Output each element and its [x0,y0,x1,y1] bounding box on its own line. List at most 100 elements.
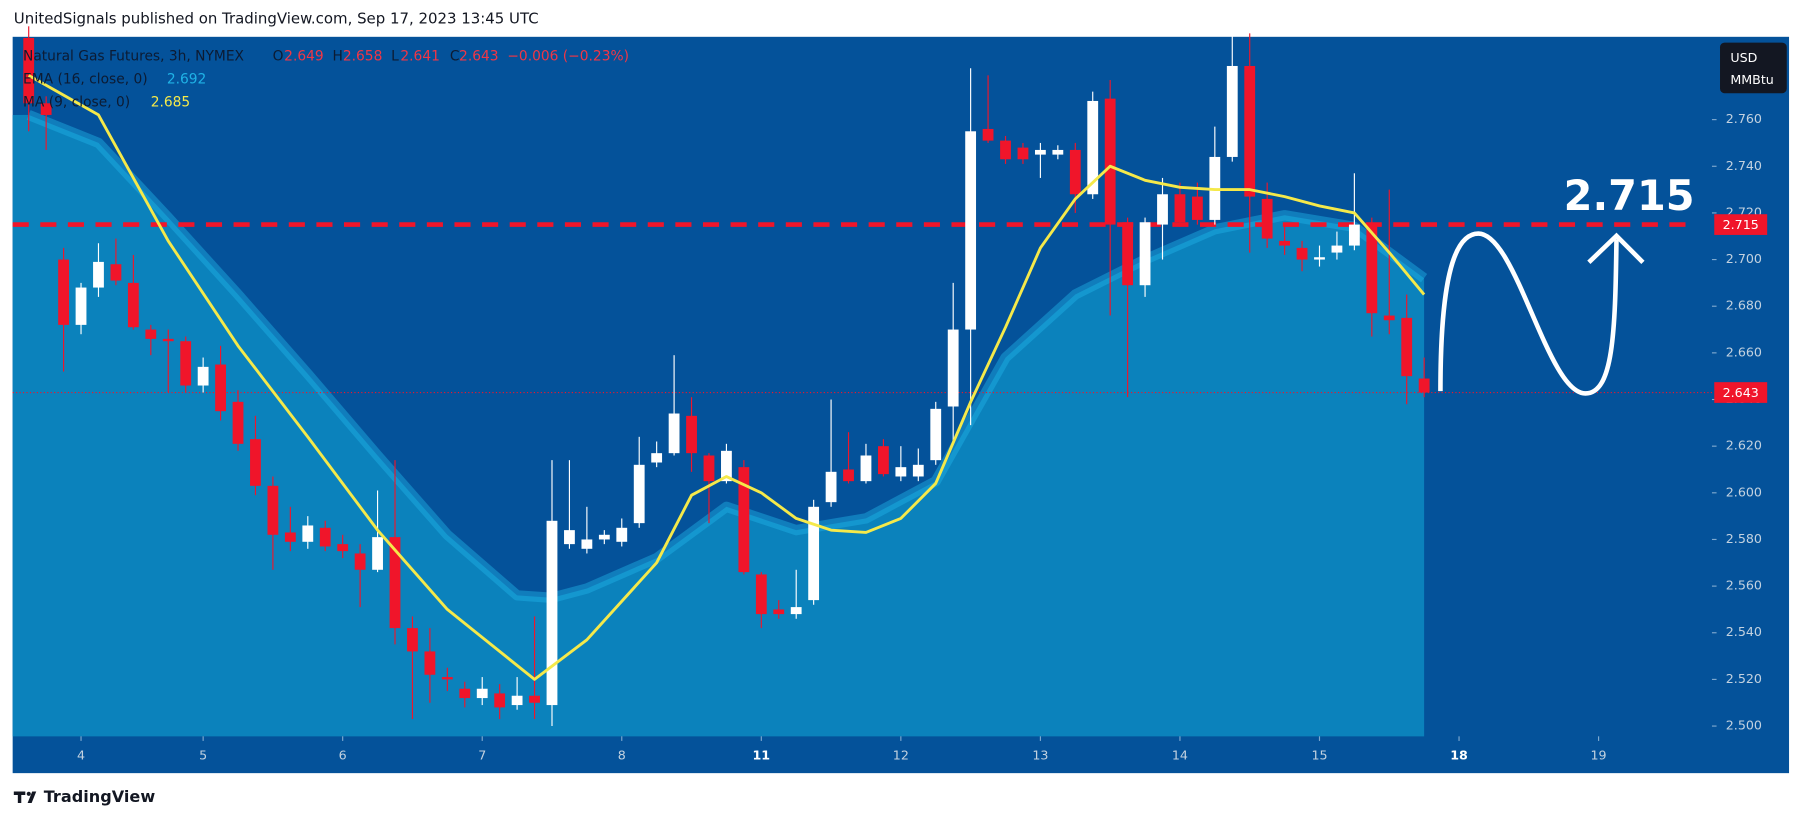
legend-value: 2.641 [400,48,440,64]
candle-body [1401,317,1413,377]
y-tick-label: 2.580 [1726,531,1762,546]
candle-body [476,688,488,699]
y-tick-label: 2.600 [1726,484,1762,499]
candle-body [1000,140,1011,160]
candle-body [860,455,872,482]
candle-body [982,128,994,141]
x-tick-label: 12 [893,747,909,762]
candle-body [337,544,349,552]
candle-body [808,506,820,601]
y-tick-label: 2.760 [1726,111,1762,126]
candle-body [1296,247,1308,260]
y-tick-label: 2.700 [1726,251,1762,266]
candle-body [1034,149,1046,155]
x-tick-label: 19 [1591,747,1607,762]
candle-body [843,469,854,482]
candle-body [389,537,401,629]
y-tick-label: 2.660 [1726,344,1762,359]
x-tick-label: 8 [618,747,626,762]
candle-body [1017,147,1029,160]
candle-body [598,534,610,540]
indicator-band [26,110,1428,603]
candle-body [651,453,663,463]
candle-body [581,539,593,549]
plot-area [12,26,1712,737]
y-tick-label: 2.740 [1726,158,1762,173]
header: UnitedSignals published on TradingView.c… [14,10,539,28]
candle-body [930,408,942,461]
candle-body [1261,198,1273,239]
candle-body [721,450,732,482]
x-tick-label: 11 [753,747,771,762]
legend-value: 2.649 [284,48,324,64]
candle-body [616,527,628,542]
price-label-box [1714,382,1768,403]
candle-body [1244,65,1256,197]
candle-body [738,467,750,573]
x-tick-label: 13 [1032,747,1048,762]
legend-series: MA (9, close, 0) [23,94,130,110]
candle-body [1157,194,1168,225]
legend-key: C [450,48,460,64]
candle-body [1139,222,1151,286]
legend-key: O [273,48,284,64]
candle-body [825,471,837,503]
candle-body [1348,224,1360,246]
x-tick-label: 18 [1450,747,1468,762]
brand: TradingView [44,787,156,806]
candle-body [40,103,52,115]
legend-series-value: 2.685 [151,94,191,110]
price-annotation: 2.715 [1564,172,1695,220]
candle-body [459,688,471,699]
candle-body [529,695,540,703]
candle-body [686,415,697,454]
candle-body [1087,100,1099,195]
candle-body [75,287,87,325]
candle-body [23,37,35,104]
candle-body [284,532,296,542]
legend-value: 2.643 [459,48,499,64]
candle-body [668,413,680,454]
candle-body [267,485,279,535]
candle-body [354,553,366,570]
candle-body [250,439,261,486]
candle-body [110,264,122,281]
candle-body [145,329,157,339]
candle-body [232,401,244,444]
x-tick-label: 5 [199,747,207,762]
x-tick-label: 15 [1311,747,1327,762]
price-label: 2.715 [1723,217,1759,232]
candle-body [755,574,767,615]
x-tick-label: 7 [478,747,486,762]
candle-body [180,341,192,386]
indicator-area [12,114,1425,737]
candle-body [1069,149,1081,195]
candle-body [58,259,69,325]
legend-title: Natural Gas Futures, 3h, NYMEX [23,48,245,64]
candle-body [1314,257,1325,260]
candle-body [912,464,924,477]
brand-logo [13,791,37,804]
legend-value: 2.658 [343,48,383,64]
candle-body [895,467,907,477]
candle-body [1226,65,1238,157]
candle-body [633,464,645,524]
arrow-head [1587,232,1645,264]
forecast-arrow [1438,231,1619,396]
candle-body [319,527,331,547]
x-tick-label: 4 [77,747,85,762]
legend-series-value: 2.692 [167,71,207,87]
candle-body [790,607,802,615]
candle-body [773,609,785,615]
candle-body [162,338,174,342]
y-tick-label: 2.560 [1726,578,1762,593]
candle-body [1383,315,1395,321]
candle-body [965,131,977,330]
candle-body [215,364,226,412]
candle-body [1366,224,1378,314]
currency: USD [1730,50,1757,65]
candle-body [197,366,209,386]
candle-body [1052,149,1064,155]
